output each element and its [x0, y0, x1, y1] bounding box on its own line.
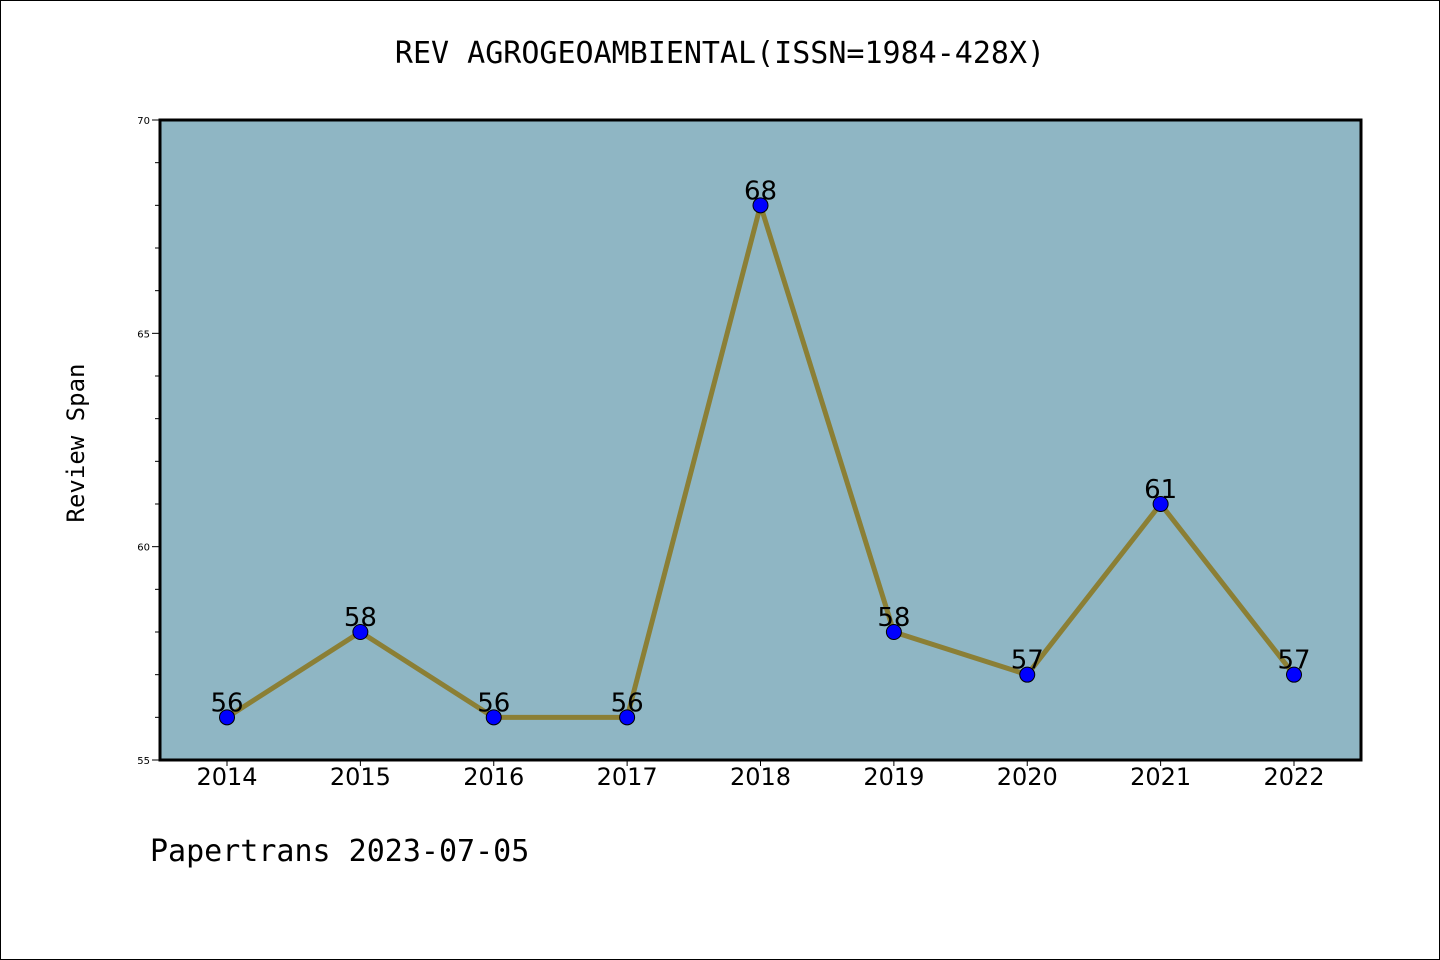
y-tick-label: 60 [137, 543, 150, 554]
data-point [1286, 666, 1302, 683]
y-tick-label: 55 [137, 756, 150, 767]
x-axis: 2014 2015 2016 2017 2018 2019 2020 2021 2022 [196, 760, 1325, 791]
plot-area [160, 120, 1361, 760]
x-tick-label: 2022 [1263, 763, 1324, 791]
data-point [485, 709, 502, 726]
x-tick-label: 2017 [597, 763, 658, 791]
data-label: 57 [1011, 646, 1044, 676]
data-label: 58 [877, 603, 910, 633]
x-tick-label: 2019 [863, 763, 924, 791]
data-label: 56 [210, 688, 243, 718]
plot-border [158, 118, 1363, 762]
data-point [1019, 666, 1036, 683]
data-point [619, 709, 636, 726]
data-point [885, 624, 902, 640]
footer-watermark: Papertrans 2023-07-05 [150, 834, 530, 869]
y-axis: 55 60 65 70 [137, 116, 160, 767]
x-tick-label: 2018 [730, 763, 791, 791]
x-tick-label: 2014 [196, 763, 257, 791]
x-tick-label: 2021 [1130, 763, 1191, 791]
data-label: 56 [611, 688, 644, 718]
chart-title: REV AGROGEOAMBIENTAL(ISSN=1984-428X) [394, 36, 1046, 71]
data-label: 68 [744, 176, 777, 206]
data-label: 58 [344, 603, 377, 633]
data-label: 61 [1144, 475, 1177, 505]
data-points [219, 197, 1302, 726]
data-point [352, 624, 369, 640]
data-label: 57 [1277, 646, 1310, 676]
y-tick-label: 70 [137, 116, 150, 127]
data-point [219, 709, 235, 726]
data-point [752, 197, 769, 214]
data-labels: 56 58 56 56 68 58 57 61 57 [210, 176, 1310, 718]
x-tick-label: 2015 [330, 763, 391, 791]
y-tick-label: 65 [137, 329, 150, 340]
x-tick-label: 2020 [997, 763, 1058, 791]
data-point [1152, 496, 1169, 512]
data-label: 56 [477, 688, 510, 718]
x-tick-label: 2016 [463, 763, 524, 791]
